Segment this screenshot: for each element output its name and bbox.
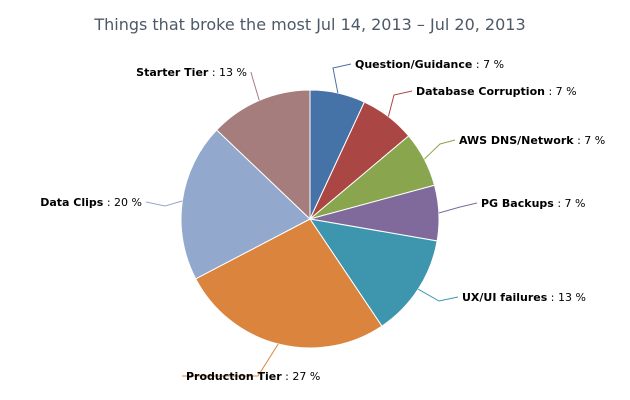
- leader-line: [438, 202, 478, 214]
- leader-line: [145, 200, 183, 207]
- pie-slice-data-clips[interactable]: [180, 129, 311, 280]
- leader-line: [417, 288, 459, 302]
- data-label: Database Corruption : 7 %: [416, 85, 577, 98]
- leader-line: [423, 139, 456, 160]
- data-label: Question/Guidance : 7 %: [355, 58, 504, 71]
- data-label: PG Backups : 7 %: [481, 197, 585, 210]
- leader-line: [182, 343, 279, 377]
- chart-title: Things that broke the most Jul 14, 2013 …: [93, 15, 525, 34]
- pie-slices: [180, 89, 440, 349]
- data-label: Production Tier : 27 %: [186, 370, 320, 383]
- data-label: Starter Tier : 13 %: [136, 66, 247, 79]
- leader-line: [250, 71, 260, 101]
- pie-slice-production-tier[interactable]: [195, 218, 383, 349]
- pie-labels: Question/Guidance : 7 % Database Corrupti…: [40, 58, 605, 383]
- data-label: AWS DNS/Network : 7 %: [459, 134, 605, 147]
- data-label: Data Clips : 20 %: [40, 196, 142, 209]
- leader-line: [332, 63, 352, 94]
- data-label: UX/UI failures : 13 %: [462, 291, 586, 304]
- leader-line: [387, 90, 413, 117]
